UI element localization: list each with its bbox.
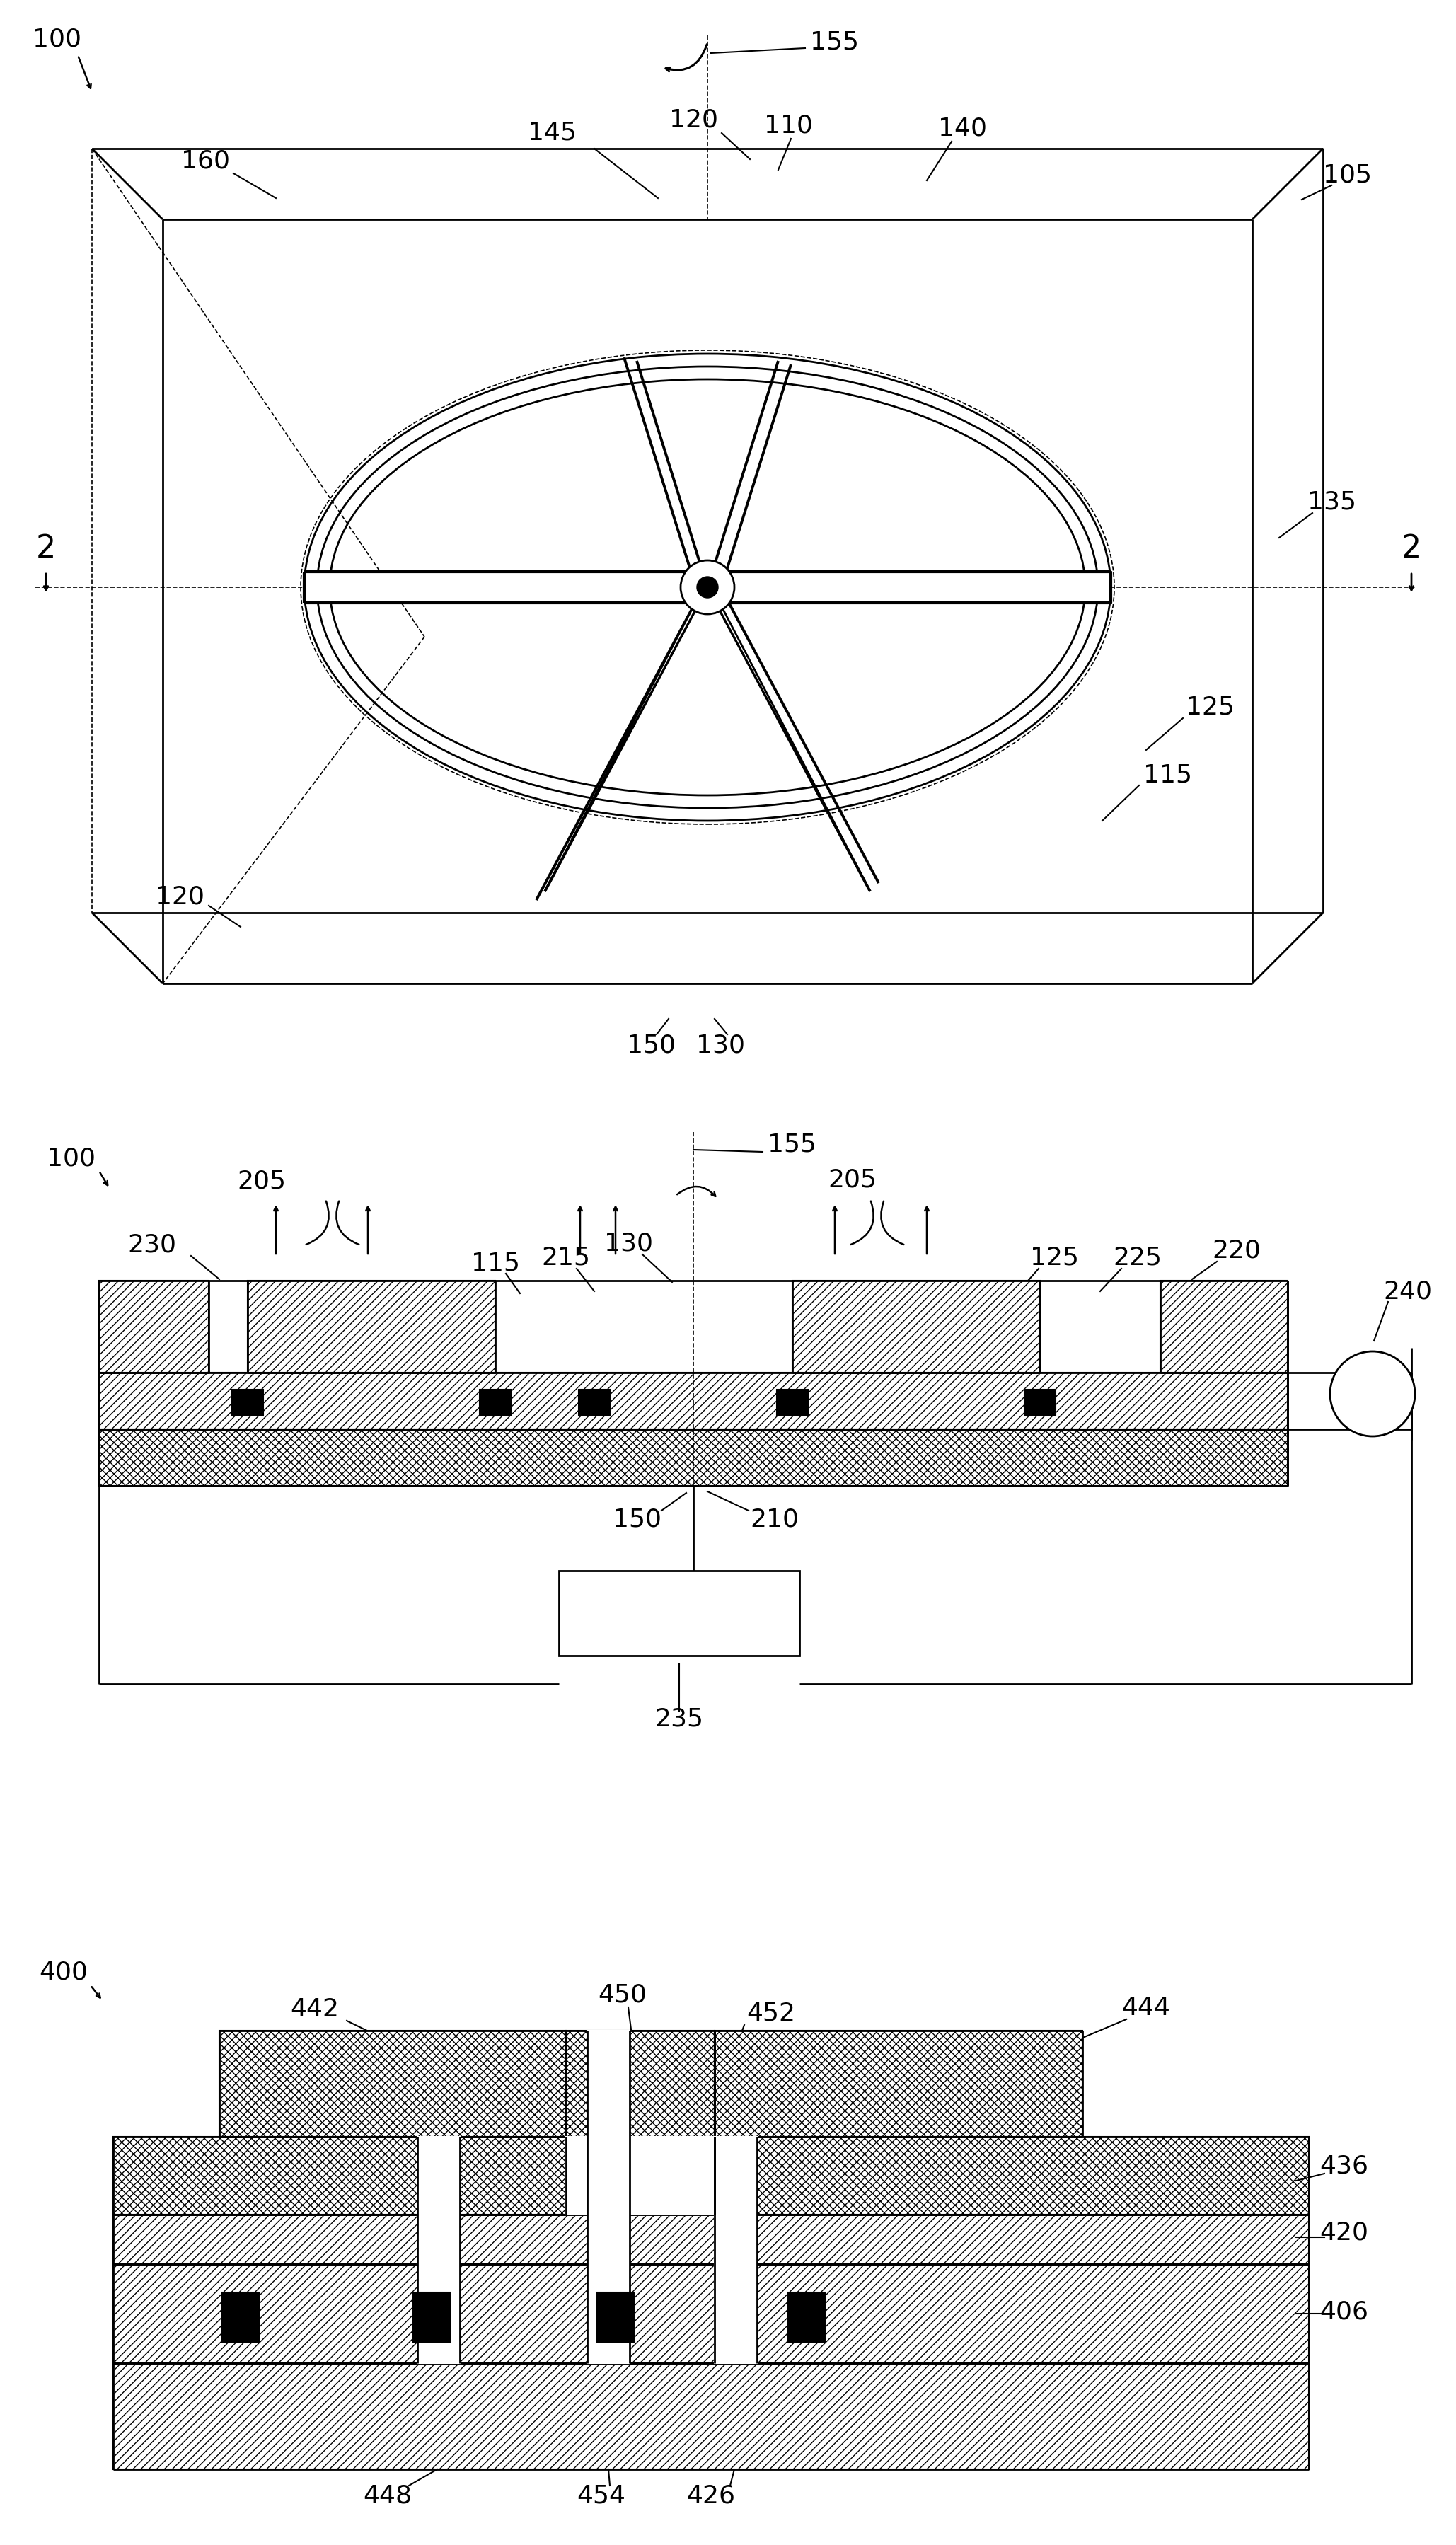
Bar — [414, 2293, 450, 2341]
Text: 448: 448 — [363, 2484, 412, 2509]
Text: 215: 215 — [542, 1247, 590, 1270]
Text: 130: 130 — [696, 1033, 744, 1059]
Text: 225: 225 — [1114, 1247, 1162, 1270]
Bar — [788, 2293, 826, 2341]
FancyArrowPatch shape — [850, 1201, 874, 1245]
Circle shape — [680, 560, 734, 613]
Bar — [566, 2138, 715, 2214]
Bar — [792, 1280, 1040, 1372]
Text: 442: 442 — [290, 1998, 339, 2021]
Bar — [114, 2364, 1309, 2469]
Text: 2: 2 — [36, 532, 55, 562]
Text: 115: 115 — [470, 1252, 520, 1275]
Text: 454: 454 — [577, 2484, 626, 2509]
Text: 155: 155 — [767, 1133, 817, 1158]
Polygon shape — [708, 588, 871, 891]
Bar — [220, 2031, 566, 2138]
Text: 125: 125 — [1185, 695, 1235, 720]
Bar — [778, 1390, 808, 1415]
Polygon shape — [545, 588, 708, 891]
Text: 400: 400 — [39, 1960, 87, 1985]
Text: 115: 115 — [1143, 763, 1192, 786]
Text: 235: 235 — [655, 1708, 703, 1731]
Bar — [223, 2293, 259, 2341]
Bar — [715, 2031, 1082, 2138]
Text: 135: 135 — [1307, 491, 1356, 514]
Bar — [578, 1390, 610, 1415]
Text: 2: 2 — [1401, 532, 1421, 562]
FancyArrowPatch shape — [881, 1201, 904, 1245]
Bar — [559, 1570, 799, 1657]
Text: 145: 145 — [527, 122, 577, 145]
Text: 444: 444 — [1121, 1995, 1171, 2021]
Text: V: V — [1379, 1384, 1393, 1405]
Bar — [479, 1390, 511, 1415]
Bar — [715, 2138, 757, 2364]
Bar — [1160, 1280, 1287, 1372]
Bar — [114, 2138, 1309, 2214]
Bar — [248, 1280, 495, 1372]
Text: +: + — [1354, 1372, 1372, 1395]
Text: 160: 160 — [181, 150, 230, 173]
Text: 450: 450 — [598, 1983, 646, 2008]
Text: 110: 110 — [764, 115, 814, 137]
Bar — [232, 1390, 264, 1415]
Bar — [114, 2214, 1309, 2265]
Text: −: − — [1354, 1395, 1372, 1415]
FancyArrowPatch shape — [336, 1201, 360, 1245]
Text: 105: 105 — [1324, 163, 1372, 188]
Bar — [99, 1430, 1287, 1486]
Text: 205: 205 — [828, 1168, 877, 1191]
Text: 436: 436 — [1319, 2156, 1369, 2179]
Bar — [99, 1372, 1287, 1430]
Text: 420: 420 — [1319, 2219, 1369, 2245]
Text: Control
System: Control System — [635, 1588, 724, 1639]
Text: 220: 220 — [1213, 1239, 1261, 1262]
Bar — [587, 2031, 629, 2364]
Text: 150: 150 — [626, 1033, 676, 1059]
Bar — [597, 2293, 633, 2341]
Text: 100: 100 — [32, 28, 82, 51]
Bar — [114, 2265, 1309, 2364]
Circle shape — [1331, 1351, 1415, 1435]
Bar — [566, 2031, 715, 2138]
Text: 120: 120 — [156, 886, 205, 909]
Bar — [304, 573, 1111, 603]
Bar — [1025, 1390, 1056, 1415]
Bar — [99, 1280, 208, 1372]
Text: 125: 125 — [1029, 1247, 1079, 1270]
Text: 150: 150 — [613, 1507, 661, 1532]
Bar — [418, 2138, 460, 2364]
Text: 426: 426 — [687, 2484, 735, 2509]
Text: 210: 210 — [750, 1507, 799, 1532]
Text: 230: 230 — [128, 1234, 176, 1257]
Text: 100: 100 — [47, 1148, 95, 1171]
Circle shape — [697, 578, 718, 598]
Text: 205: 205 — [237, 1171, 287, 1194]
Text: 452: 452 — [747, 2000, 795, 2026]
Text: 240: 240 — [1383, 1280, 1433, 1303]
Text: 140: 140 — [938, 117, 987, 140]
Text: 155: 155 — [810, 31, 859, 53]
Text: 120: 120 — [668, 109, 718, 132]
Text: 130: 130 — [604, 1232, 652, 1255]
FancyArrowPatch shape — [306, 1201, 329, 1245]
Text: 406: 406 — [1319, 2301, 1369, 2324]
